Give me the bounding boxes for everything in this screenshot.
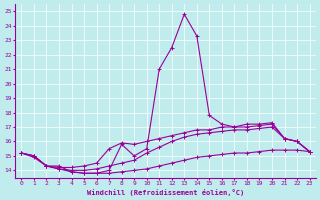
X-axis label: Windchill (Refroidissement éolien,°C): Windchill (Refroidissement éolien,°C) <box>87 189 244 196</box>
